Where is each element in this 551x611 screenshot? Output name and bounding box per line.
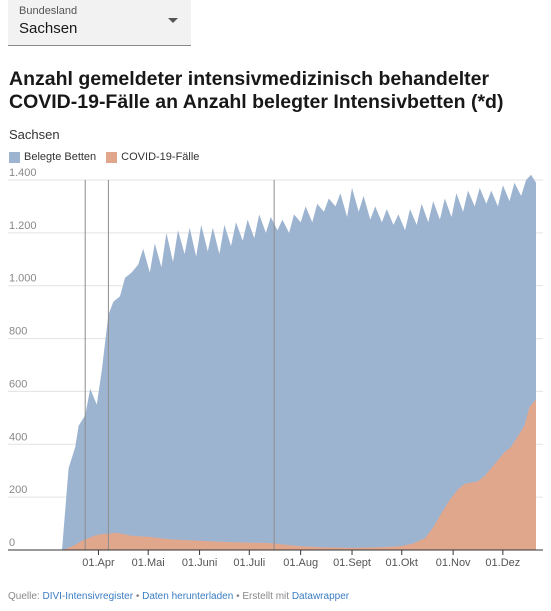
datawrapper-link[interactable]: Datawrapper <box>291 591 350 602</box>
chart-title: Anzahl gemeldeter intensivmedizinisch be… <box>9 68 504 113</box>
chevron-down-icon[interactable] <box>168 18 178 23</box>
legend-item-covid: COVID-19-Fälle <box>106 151 199 163</box>
footer-created-with: • Erstellt mit <box>233 591 292 602</box>
y-tick-label-4: 800 <box>9 326 27 338</box>
area-series-0 <box>62 174 536 550</box>
area-chart: 0 200 400 600 800 1.000 1.200 1.400 01.Apr 01.Mai… <box>8 168 543 569</box>
x-tick-label-8: 01.Dez <box>485 557 520 569</box>
select-value: Sachsen <box>19 20 78 37</box>
area-series-1 <box>62 399 536 550</box>
y-tick-label-7: 1.400 <box>9 168 37 179</box>
chart-legend: Belegte Betten COVID-19-Fälle <box>9 151 209 163</box>
x-tick-label-0: 01.Apr <box>82 557 115 569</box>
legend-swatch-covid <box>106 151 118 163</box>
legend-swatch-betten <box>9 151 20 163</box>
x-tick-label-5: 01.Sept <box>333 557 371 569</box>
x-tick-label-1: 01.Mai <box>132 557 165 569</box>
x-tick-label-7: 01.Nov <box>436 557 471 569</box>
legend-label-betten: Belegte Betten <box>24 151 97 163</box>
download-data-link[interactable]: Daten herunterladen <box>142 591 234 602</box>
source-link[interactable]: DIVI-Intensivregister <box>42 591 134 602</box>
y-tick-label-1: 200 <box>9 484 27 496</box>
x-tick-label-3: 01.Juli <box>233 557 265 569</box>
chart-footer: Quelle: DIVI-Intensivregister • Daten he… <box>8 591 349 602</box>
y-tick-label-2: 400 <box>9 431 27 443</box>
legend-label-covid: COVID-19-Fälle <box>121 151 200 163</box>
source-prefix: Quelle: <box>8 591 43 602</box>
y-tick-label-3: 600 <box>9 378 27 390</box>
chart-subtitle: Sachsen <box>9 127 60 142</box>
y-tick-label-0: 0 <box>9 537 15 549</box>
bundesland-select[interactable]: Bundesland Sachsen <box>8 0 191 46</box>
y-tick-label-5: 1.000 <box>9 273 37 285</box>
legend-item-betten: Belegte Betten <box>9 151 96 163</box>
y-tick-label-6: 1.200 <box>9 220 37 232</box>
x-tick-label-2: 01.Juni <box>182 557 217 569</box>
x-tick-label-6: 01.Okt <box>386 557 418 569</box>
footer-separator: • <box>133 591 143 602</box>
x-tick-label-4: 01.Aug <box>283 557 318 569</box>
select-label: Bundesland <box>19 5 78 17</box>
